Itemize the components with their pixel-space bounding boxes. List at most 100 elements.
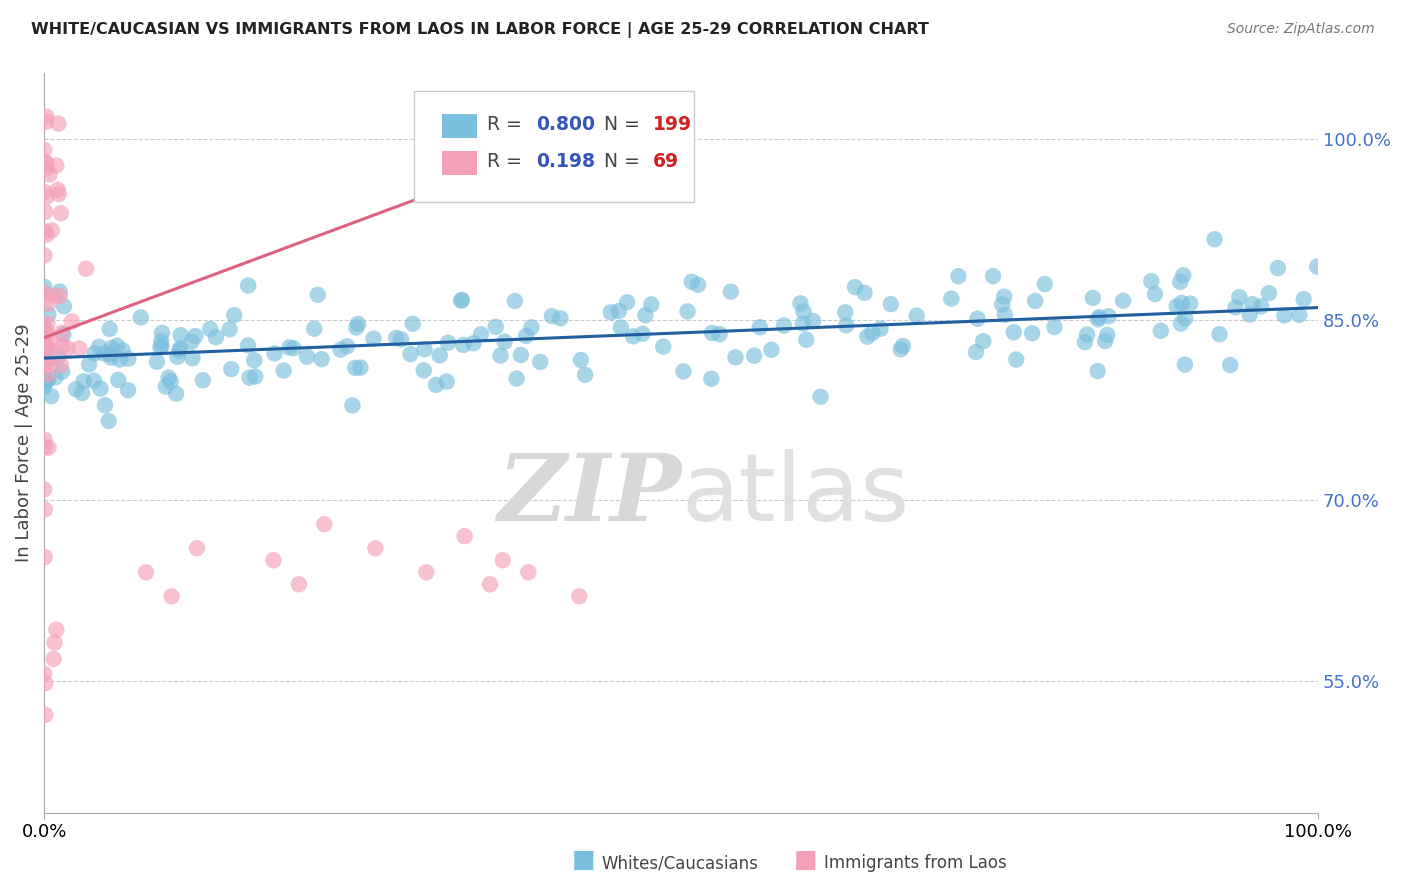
Point (429, 348, 451, 362)
Point (34, 440, 56, 454)
Point (44, 288, 66, 302)
Point (1076, 327, 1098, 342)
Point (981, 269, 1004, 284)
Point (621, 329, 644, 343)
Point (32, 320, 55, 334)
Point (801, 314, 824, 328)
Text: Immigrants from Laos: Immigrants from Laos (824, 855, 1007, 872)
Point (44, 370, 66, 384)
Text: R =: R = (488, 115, 529, 135)
Point (1292, 292, 1315, 306)
Point (35, 155, 58, 169)
Point (49, 206, 72, 220)
Point (97, 414, 120, 428)
Point (165, 386, 187, 401)
Point (965, 345, 987, 359)
Point (1258, 286, 1281, 301)
Point (37, 297, 59, 311)
Point (1033, 277, 1056, 291)
Point (574, 368, 596, 382)
Point (37, 368, 59, 382)
Text: N =: N = (592, 153, 645, 171)
Point (49, 289, 72, 303)
Point (186, 541, 208, 556)
Point (599, 305, 621, 319)
Point (83, 374, 105, 388)
Point (1171, 296, 1194, 310)
Point (205, 330, 228, 344)
Point (517, 566, 540, 580)
Point (98, 347, 121, 361)
Point (485, 319, 508, 334)
Point (652, 340, 675, 354)
Point (364, 541, 387, 556)
Point (1168, 275, 1191, 289)
Point (111, 343, 134, 358)
Point (568, 590, 591, 604)
Point (37, 317, 59, 331)
Point (35, 341, 58, 355)
Point (32, 143, 55, 157)
Point (49, 358, 72, 372)
Point (60, 314, 83, 328)
Point (810, 390, 832, 404)
Point (35, 339, 58, 353)
Point (436, 375, 458, 389)
Point (349, 360, 371, 375)
Point (35, 161, 58, 176)
Point (34, 374, 56, 388)
Point (835, 318, 858, 333)
Point (150, 339, 173, 353)
Point (853, 285, 876, 300)
Point (610, 320, 633, 334)
Point (149, 340, 172, 354)
Point (1227, 290, 1250, 304)
Point (34, 353, 56, 368)
Point (42, 652, 65, 666)
Point (631, 326, 654, 341)
Point (34, 326, 56, 340)
Point (470, 327, 492, 342)
Point (44, 636, 66, 650)
Point (1005, 352, 1028, 367)
Y-axis label: In Labor Force | Age 25-29: In Labor Force | Age 25-29 (15, 324, 32, 562)
Bar (441, 114, 477, 138)
Point (529, 355, 551, 369)
Point (1219, 358, 1241, 372)
Point (720, 285, 742, 299)
Point (70, 386, 93, 401)
Point (32, 285, 55, 300)
Point (724, 351, 747, 365)
Point (634, 308, 657, 322)
Point (107, 373, 129, 387)
Point (45, 623, 67, 637)
Point (243, 353, 266, 368)
Point (34, 155, 56, 169)
Point (34, 358, 56, 372)
Point (413, 343, 436, 357)
Point (51, 339, 73, 353)
Point (1024, 293, 1046, 308)
Point (87, 340, 110, 354)
Point (51, 326, 73, 340)
Point (35, 189, 58, 203)
Point (994, 308, 1017, 322)
Point (672, 364, 695, 378)
Point (550, 311, 572, 326)
Point (1140, 274, 1163, 288)
Point (65, 382, 87, 396)
Point (991, 297, 1014, 311)
Text: N =: N = (592, 115, 645, 135)
Point (34, 707, 56, 722)
Point (948, 269, 970, 284)
Point (52, 327, 75, 342)
Point (891, 339, 914, 353)
Point (273, 363, 295, 377)
Point (75, 261, 97, 276)
Point (399, 347, 422, 361)
Point (34, 549, 56, 564)
Point (34, 375, 56, 389)
Point (93, 346, 115, 360)
Point (347, 317, 370, 331)
Point (34, 248, 56, 262)
